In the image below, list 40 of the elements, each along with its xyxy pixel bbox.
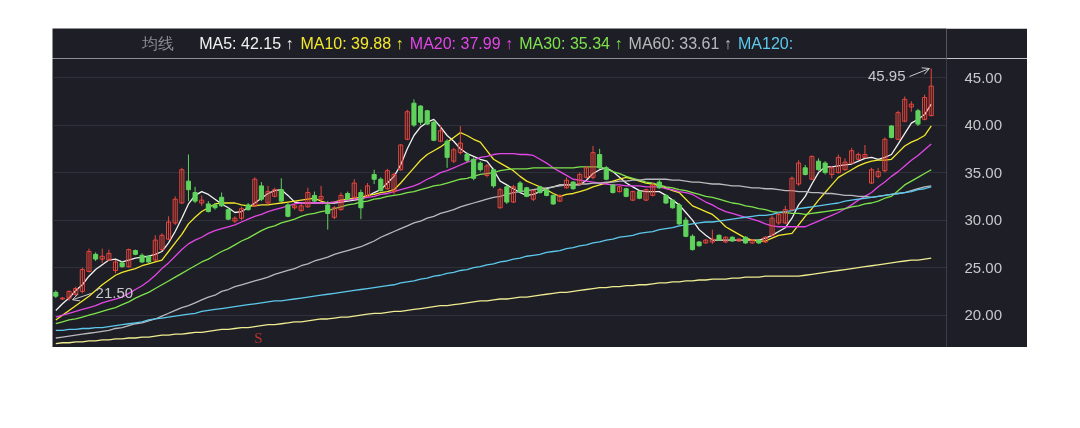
candlestick bbox=[510, 184, 516, 204]
annotation: 45.95 bbox=[867, 66, 906, 84]
candlestick bbox=[490, 167, 497, 189]
y-tick-label: 45.00 bbox=[964, 68, 1003, 86]
line-series bbox=[55, 257, 932, 345]
candlestick bbox=[563, 176, 570, 190]
y-tick-label: 25.00 bbox=[964, 258, 1003, 276]
candlestick bbox=[358, 189, 364, 220]
text: MA120: bbox=[737, 35, 794, 52]
text: MA5: 42.15 ↑ bbox=[199, 35, 294, 52]
candlestick bbox=[484, 163, 490, 178]
text: MA10: 39.88 ↑ bbox=[300, 35, 404, 52]
candlestick bbox=[809, 154, 815, 181]
candlestick bbox=[557, 193, 563, 203]
annotation: S bbox=[254, 329, 263, 346]
text: 均线 bbox=[141, 34, 175, 53]
candlestick bbox=[252, 176, 258, 208]
text: MA30: 35.34 ↑ bbox=[519, 35, 623, 52]
candlestick bbox=[404, 109, 410, 141]
y-tick-label: 20.00 bbox=[964, 306, 1003, 324]
candlestick bbox=[325, 200, 331, 231]
candlestick bbox=[922, 94, 928, 121]
candlestick bbox=[457, 125, 463, 156]
y-tick-label: 35.00 bbox=[964, 163, 1003, 181]
candlestick bbox=[398, 143, 404, 172]
candlestick bbox=[126, 248, 132, 269]
candlestick bbox=[497, 187, 503, 210]
text: MA60: 33.61 ↑ bbox=[628, 35, 732, 52]
candlestick bbox=[504, 184, 510, 205]
candlestick bbox=[185, 154, 192, 202]
candlestick bbox=[597, 148, 603, 170]
y-tick-label: 30.00 bbox=[964, 211, 1003, 229]
candlestick bbox=[882, 136, 888, 174]
y-tick-label: 40.00 bbox=[964, 116, 1003, 134]
candlestick bbox=[351, 178, 357, 200]
candlestick bbox=[318, 185, 324, 202]
text: MA20: 37.99 ↑ bbox=[409, 35, 513, 52]
candlestick bbox=[928, 67, 934, 117]
candlestick bbox=[258, 181, 264, 202]
candlestick bbox=[444, 138, 450, 169]
